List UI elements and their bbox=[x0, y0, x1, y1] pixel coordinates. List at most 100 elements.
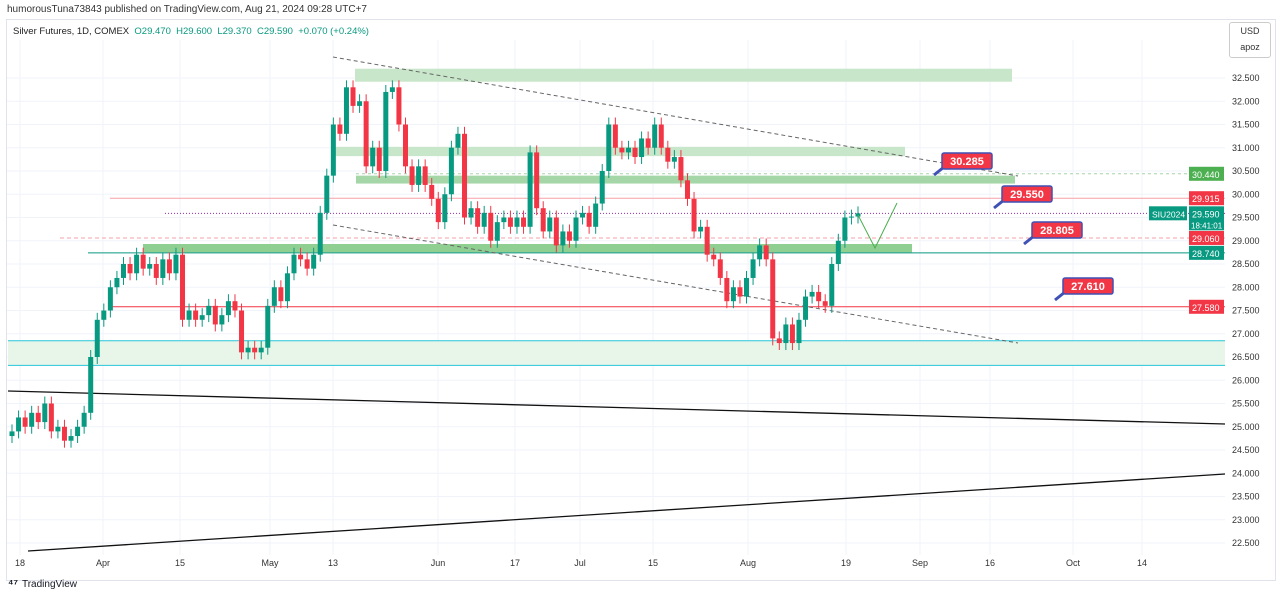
candle-body bbox=[101, 310, 107, 320]
zone-rect bbox=[355, 68, 1012, 82]
callout-label: 30.285 bbox=[950, 156, 984, 168]
candle-body bbox=[809, 291, 815, 297]
candle-body bbox=[317, 212, 323, 255]
candle-body bbox=[776, 338, 782, 344]
projection-arrow bbox=[857, 202, 898, 250]
candle-body bbox=[330, 124, 336, 176]
y-tick-label: 27.500 bbox=[1232, 306, 1260, 316]
candle-body bbox=[494, 222, 500, 241]
candle-body bbox=[665, 147, 671, 162]
x-tick-label: 16 bbox=[985, 558, 995, 568]
candle-body bbox=[835, 240, 841, 264]
y-tick-label: 25.000 bbox=[1232, 422, 1260, 432]
candle-body bbox=[16, 417, 22, 432]
candle-body bbox=[298, 254, 304, 260]
candle-body bbox=[324, 175, 330, 213]
candle-body bbox=[75, 426, 81, 437]
y-tick-label: 32.000 bbox=[1232, 96, 1260, 106]
symbol-tag-bg bbox=[1149, 206, 1187, 221]
chart-frame[interactable] bbox=[6, 19, 1276, 581]
y-tick-label: 25.500 bbox=[1232, 399, 1260, 409]
y-tick-label: 23.500 bbox=[1232, 492, 1260, 502]
x-tick-label: Jun bbox=[431, 558, 446, 568]
candle-body bbox=[88, 357, 94, 413]
candle-body bbox=[855, 213, 861, 217]
x-tick-label: Jul bbox=[574, 558, 586, 568]
candle-body bbox=[29, 412, 35, 427]
candle-body bbox=[81, 412, 87, 427]
candle-body bbox=[245, 347, 251, 353]
candle-body bbox=[691, 198, 697, 232]
x-tick-label: Oct bbox=[1066, 558, 1081, 568]
candle-body bbox=[409, 166, 415, 185]
candle-body bbox=[573, 217, 579, 241]
candle-body bbox=[848, 216, 854, 218]
candle-body bbox=[448, 147, 454, 195]
callout-label: 27.610 bbox=[1071, 281, 1105, 293]
candle-body bbox=[481, 212, 487, 227]
candle-body bbox=[127, 264, 133, 274]
candle-body bbox=[488, 212, 494, 241]
candle-body bbox=[711, 254, 717, 260]
candle-body bbox=[416, 166, 422, 185]
candle-body bbox=[363, 101, 369, 167]
open-value: O29.470 bbox=[134, 26, 171, 37]
candle-body bbox=[173, 254, 179, 274]
candle-body bbox=[455, 133, 461, 148]
candle-body bbox=[593, 203, 599, 227]
callout-box bbox=[941, 152, 993, 170]
x-tick-label: 19 bbox=[841, 558, 851, 568]
candle-body bbox=[350, 87, 356, 106]
symbol-tag: SIU2024 bbox=[1152, 209, 1185, 219]
y-tick-label: 28.000 bbox=[1232, 282, 1260, 292]
currency-selector[interactable]: USD apoz bbox=[1229, 22, 1271, 58]
candle-body bbox=[337, 124, 343, 134]
candle-body bbox=[796, 319, 802, 344]
price-label: 29.915 bbox=[1192, 194, 1220, 204]
candle-body bbox=[160, 259, 166, 278]
price-label: 29.060 bbox=[1192, 234, 1220, 244]
candle-body bbox=[816, 291, 822, 302]
candle-body bbox=[822, 301, 828, 306]
price-label-bg bbox=[1189, 230, 1224, 245]
candle-body bbox=[48, 403, 54, 432]
countdown-label: 18:41:01 bbox=[1191, 221, 1223, 230]
candle-body bbox=[284, 273, 290, 302]
candle-body bbox=[475, 208, 481, 227]
candle-body bbox=[61, 426, 67, 441]
x-tick-label: 15 bbox=[648, 558, 658, 568]
low-value: L29.370 bbox=[217, 26, 252, 37]
candle-body bbox=[232, 301, 238, 311]
candle-body bbox=[357, 101, 363, 106]
price-label: 28.740 bbox=[1192, 249, 1220, 259]
x-tick-label: 15 bbox=[175, 558, 185, 568]
candle-body bbox=[291, 254, 297, 274]
zone-rect bbox=[8, 340, 1225, 366]
high-value: H29.600 bbox=[176, 26, 213, 37]
candle-body bbox=[265, 305, 271, 348]
candle-body bbox=[789, 324, 795, 344]
brand-label: TradingView bbox=[21, 578, 78, 590]
candle-body bbox=[704, 226, 710, 255]
candle-body bbox=[42, 403, 48, 423]
price-label: 29.590 bbox=[1192, 209, 1220, 219]
candle-body bbox=[462, 133, 468, 218]
zone-rect bbox=[143, 244, 912, 253]
candle-body bbox=[166, 259, 172, 274]
candle-body bbox=[652, 124, 658, 148]
candle-body bbox=[540, 208, 546, 232]
x-tick-label: May bbox=[261, 558, 279, 568]
y-tick-label: 23.000 bbox=[1232, 515, 1260, 525]
candle-body bbox=[744, 277, 750, 297]
candle-body bbox=[750, 259, 756, 278]
candle-body bbox=[147, 264, 153, 269]
candle-body bbox=[120, 264, 126, 278]
candle-body bbox=[134, 254, 140, 274]
candle-body bbox=[514, 217, 520, 227]
candle-body bbox=[225, 301, 231, 316]
candle-body bbox=[507, 217, 513, 227]
y-tick-label: 24.000 bbox=[1232, 468, 1260, 478]
zone-rect bbox=[333, 146, 905, 157]
price-label-bg bbox=[1189, 206, 1224, 231]
